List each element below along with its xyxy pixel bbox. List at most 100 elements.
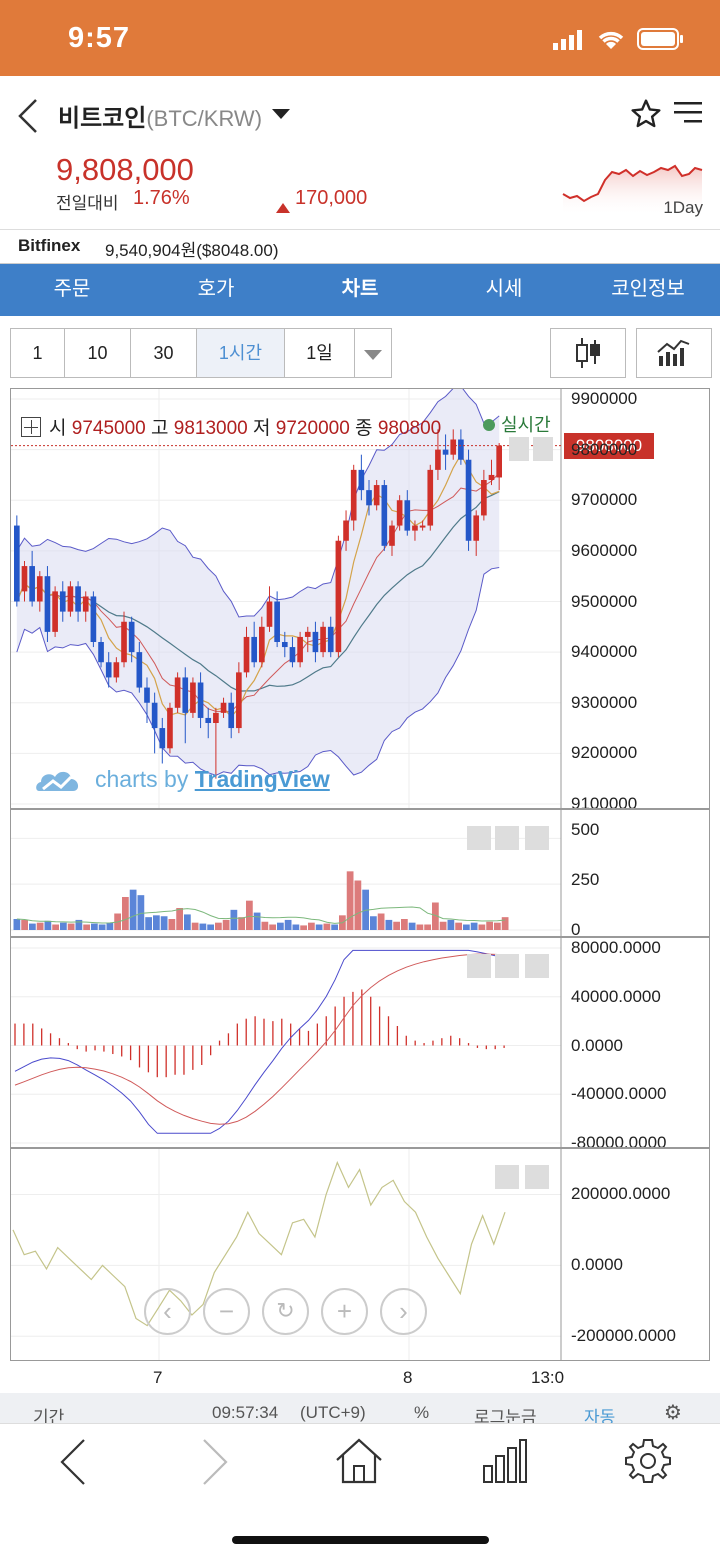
gear-icon[interactable]: ⚙ — [664, 1402, 682, 1424]
tab-coin-info[interactable]: 코인정보 — [611, 278, 685, 300]
volume-chart[interactable] — [11, 810, 710, 937]
chart-type-button[interactable] — [550, 328, 626, 378]
crosshair-icon[interactable] — [21, 417, 41, 437]
interval-1h[interactable]: 1시간 — [196, 328, 285, 378]
candle-body — [473, 515, 480, 541]
main-tabs: 주문 호가 차트 시세 코인정보 — [0, 264, 720, 316]
volume-bar — [416, 924, 424, 930]
candle-body — [59, 591, 66, 612]
panel-resize-icon[interactable] — [525, 1165, 549, 1189]
back-icon[interactable] — [16, 96, 40, 136]
oscillator-chart[interactable] — [11, 1149, 710, 1361]
candle-body — [159, 728, 166, 749]
price-axis-label: 9900000 — [571, 389, 638, 408]
signal-icon — [553, 30, 589, 50]
volume-bar — [323, 923, 331, 930]
nav-back-icon[interactable] — [56, 1436, 90, 1488]
volume-bar — [261, 921, 269, 930]
tab-market[interactable]: 시세 — [485, 278, 523, 300]
ohlc-high-label: 고 — [151, 418, 169, 439]
period-button[interactable]: 기간 — [33, 1408, 65, 1427]
candle-body — [75, 586, 81, 612]
timezone[interactable]: (UTC+9) — [300, 1403, 366, 1422]
status-bar: 9:57 — [0, 0, 720, 76]
candle-body — [358, 469, 365, 491]
moving-average-long — [16, 491, 500, 692]
interval-1m[interactable]: 1 — [10, 328, 65, 378]
watermark-prefix: charts by — [95, 766, 195, 792]
panel-resize-icon[interactable] — [525, 826, 549, 850]
candle-body — [412, 525, 418, 531]
interval-dropdown[interactable] — [354, 328, 392, 378]
candle-body — [151, 702, 158, 729]
tab-orderbook[interactable]: 호가 — [197, 278, 235, 300]
tradingview-watermark[interactable]: charts by TradingView — [35, 765, 330, 795]
volume-bar — [292, 924, 300, 930]
candle-body — [90, 596, 97, 642]
ohlc-open-value: 9745000 — [71, 418, 146, 439]
change-amount: 170,000 — [295, 187, 368, 209]
interval-10m[interactable]: 10 — [64, 328, 131, 378]
watermark-brand[interactable]: TradingView — [194, 766, 330, 792]
candle-body — [213, 712, 219, 723]
panel-resize-icon[interactable] — [525, 954, 549, 978]
panel-up-icon[interactable] — [495, 1165, 519, 1189]
tab-order[interactable]: 주문 — [53, 278, 91, 300]
indicator-button[interactable] — [636, 328, 712, 378]
volume-bar — [463, 924, 470, 930]
tab-chart[interactable]: 차트 — [341, 278, 379, 300]
candle-body — [366, 490, 372, 506]
scale-reset-icon[interactable] — [533, 437, 553, 461]
volume-bar — [246, 900, 253, 930]
percent-toggle[interactable]: % — [414, 1403, 430, 1422]
panel-up-icon[interactable] — [467, 826, 491, 850]
candle-body — [419, 525, 426, 528]
up-triangle-icon — [276, 200, 290, 213]
mini-day-chart[interactable]: 1Day — [560, 156, 705, 217]
zoom-out-button[interactable]: − — [203, 1288, 250, 1335]
bottom-nav — [0, 1423, 720, 1499]
panel-down-icon[interactable] — [495, 826, 519, 850]
reset-zoom-button[interactable]: ↻ — [262, 1288, 309, 1335]
volume-bar — [129, 889, 137, 930]
settings-gear-icon[interactable] — [624, 1437, 672, 1485]
candle-body — [228, 702, 235, 729]
zoom-in-button[interactable]: + — [321, 1288, 368, 1335]
oscillator-panel[interactable]: 200000.0000 0.0000 -200000.0000 ‹ − ↻ + › — [10, 1148, 710, 1361]
battery-icon — [637, 27, 685, 51]
price-axis-label: 9200000 — [571, 743, 638, 763]
candle-body — [404, 500, 411, 531]
interval-30m[interactable]: 30 — [130, 328, 197, 378]
candle-body — [350, 469, 357, 521]
interval-1d[interactable]: 1일 — [284, 328, 355, 378]
price-axis-label: 9300000 — [571, 692, 638, 712]
log-scale-toggle[interactable]: 로그눈금 — [474, 1408, 537, 1427]
price-chart[interactable] — [11, 389, 710, 809]
volume-bar — [98, 924, 106, 930]
star-icon[interactable] — [630, 98, 662, 130]
candle-body — [389, 525, 395, 546]
price-chart-panel[interactable]: 시 9745000 고 9813000 저 9720000 종 980800 실… — [10, 388, 710, 809]
caret-down-icon[interactable] — [272, 106, 290, 119]
home-icon[interactable] — [334, 1436, 384, 1486]
volume-bar — [300, 925, 307, 930]
scale-up-icon[interactable] — [509, 437, 529, 461]
volume-bar — [408, 922, 416, 930]
nav-forward-icon[interactable] — [198, 1436, 232, 1488]
ohlc-open-label: 시 — [49, 418, 67, 439]
bar-chart-icon[interactable] — [482, 1438, 528, 1484]
scroll-right-button[interactable]: › — [380, 1288, 427, 1335]
panel-down-icon[interactable] — [495, 954, 519, 978]
candle-body — [281, 642, 288, 648]
volume-panel[interactable]: 500 250 0 — [10, 809, 710, 937]
macd-axis-label: 80000.0000 — [571, 938, 661, 957]
menu-icon[interactable] — [674, 100, 704, 126]
coin-title[interactable]: 비트코인(BTC/KRW) — [58, 98, 262, 133]
scroll-left-button[interactable]: ‹ — [144, 1288, 191, 1335]
ohlc-close-label: 종 — [355, 418, 373, 439]
panel-up-icon[interactable] — [467, 954, 491, 978]
macd-panel[interactable]: 80000.0000 40000.0000 0.0000 -40000.0000 -80… — [10, 937, 710, 1148]
auto-scale-toggle[interactable]: 자동 — [584, 1408, 616, 1427]
candle-body — [128, 621, 135, 653]
macd-chart[interactable] — [11, 938, 710, 1148]
